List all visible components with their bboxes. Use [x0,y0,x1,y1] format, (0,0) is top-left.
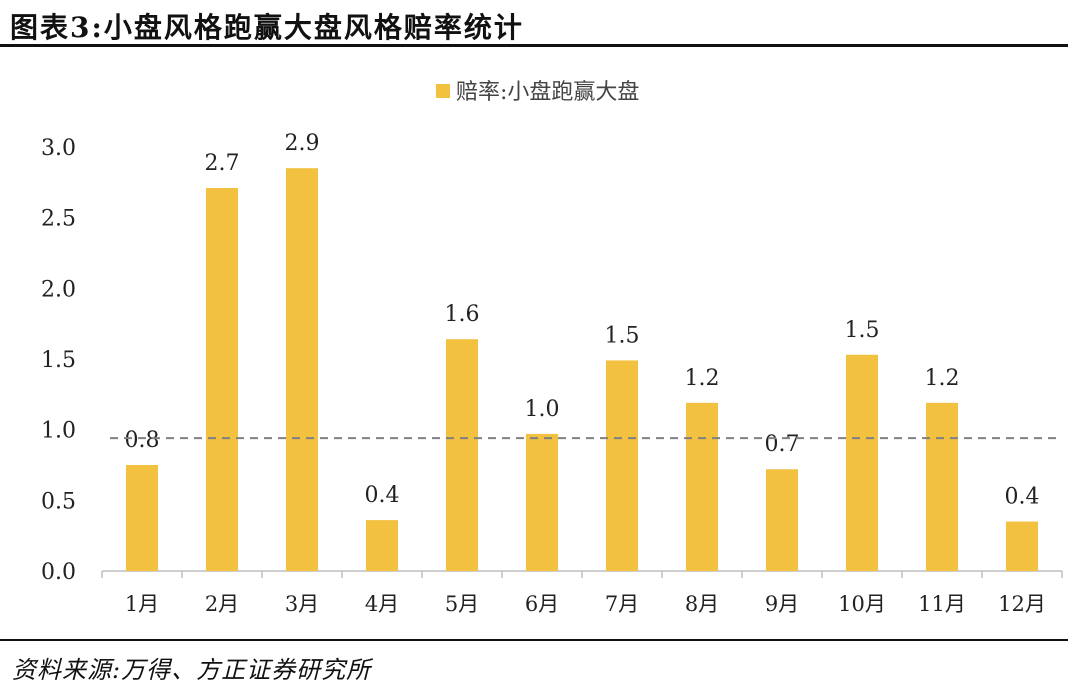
bar-chart: 赔率:小盘跑赢大盘 0.0 0.5 1.0 1.5 2.0 2.5 3.0 0.8 1月 2.7 2月… [41,80,1063,616]
x-category-label: 2月 [205,592,239,616]
data-label: 0.8 [125,428,160,453]
x-category-label: 4月 [365,592,399,616]
bar [526,433,558,571]
data-label: 1.2 [925,366,960,391]
bar [926,402,958,571]
y-tick-label: 3.0 [41,136,76,161]
bar [446,339,478,571]
bar [846,354,878,571]
bar [1006,521,1038,571]
x-category-label: 6月 [525,592,559,616]
x-category-label: 7月 [605,592,639,616]
bottom-rule [0,639,1068,641]
legend-label: 赔率:小盘跑赢大盘 [456,80,639,105]
x-category-label: 10月 [838,592,886,616]
x-category-label: 3月 [285,592,319,616]
data-label: 2.9 [285,131,320,156]
data-label: 1.0 [525,397,560,422]
data-label: 0.4 [365,483,400,508]
data-label: 1.6 [445,302,480,327]
x-category-label: 9月 [765,592,799,616]
x-category-label: 1月 [125,592,159,616]
x-category-label: 12月 [998,592,1046,616]
data-label: 2.7 [205,151,240,176]
bar [206,187,238,571]
top-rule [0,44,1068,47]
source-note: 资料来源:万得、方正证券研究所 [12,656,372,684]
data-label: 1.5 [605,323,640,348]
y-tick-label: 0.0 [41,560,76,585]
figure-title: 图表3:小盘风格跑赢大盘风格赔率统计 [10,11,524,44]
bar [366,520,398,571]
y-tick-label: 2.0 [41,277,76,302]
bar [766,469,798,571]
data-label: 1.2 [685,366,720,391]
data-label: 1.5 [845,318,880,343]
bar [286,168,318,571]
bar [686,402,718,571]
data-label: 0.4 [1005,485,1040,510]
y-tick-label: 1.0 [41,419,76,444]
bar [606,360,638,571]
y-tick-label: 2.5 [41,207,76,232]
x-category-label: 8月 [685,592,719,616]
bar [126,465,158,571]
y-tick-label: 0.5 [41,489,76,514]
x-category-label: 11月 [918,592,966,616]
legend-swatch [436,84,450,98]
data-label: 0.7 [765,432,800,457]
y-tick-label: 1.5 [41,348,76,373]
x-category-label: 5月 [445,592,479,616]
